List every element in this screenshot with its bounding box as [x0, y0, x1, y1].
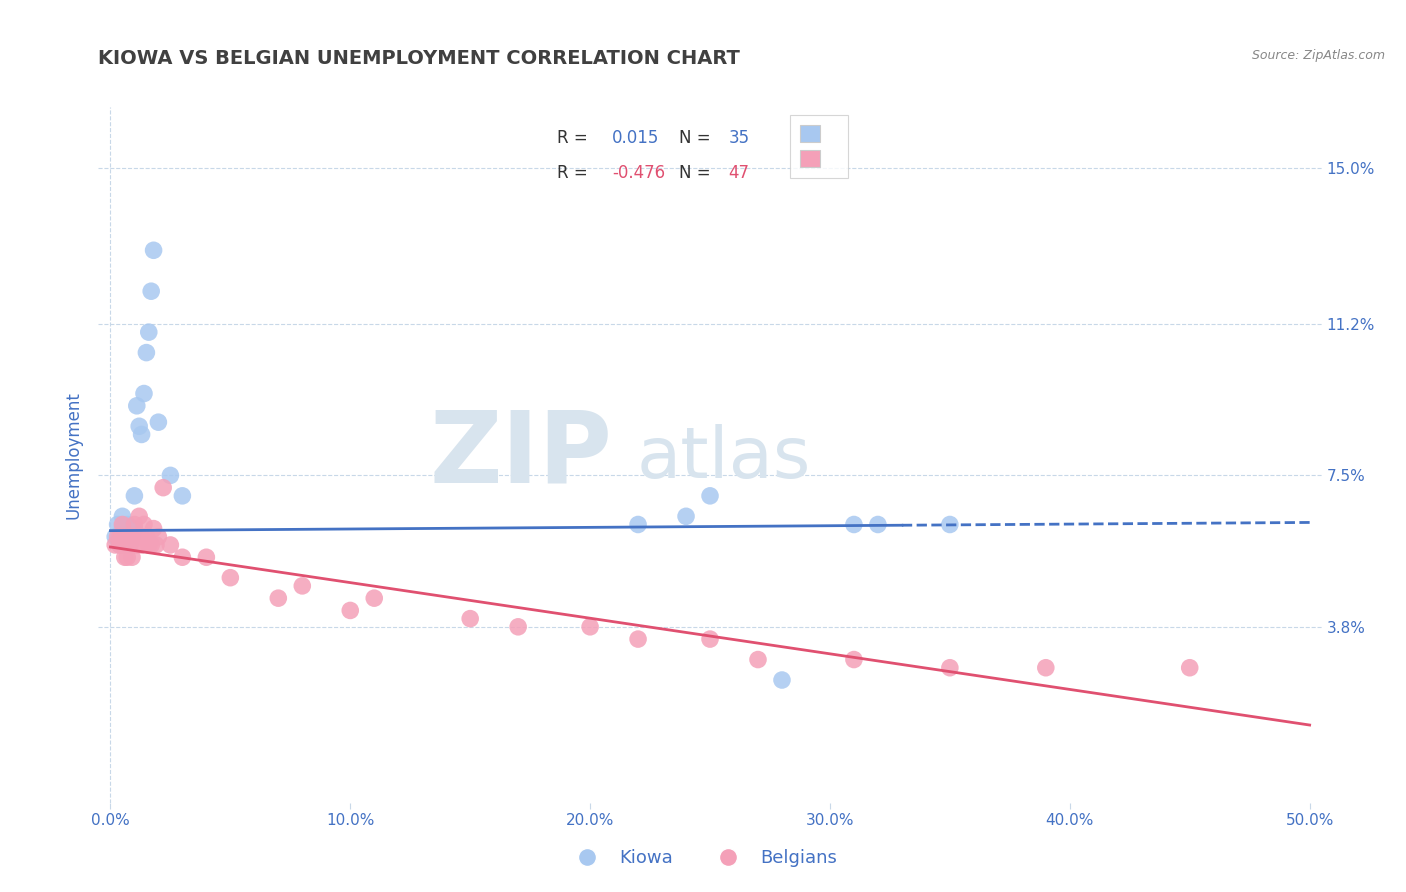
Point — [142, 522, 165, 536]
Point — [115, 550, 138, 565]
Point — [124, 530, 146, 544]
Point — [128, 509, 150, 524]
Point — [108, 530, 131, 544]
Point — [152, 481, 174, 495]
Point — [363, 591, 385, 606]
Point — [267, 591, 290, 606]
Point — [195, 550, 218, 565]
Point — [770, 673, 793, 687]
Point — [159, 538, 181, 552]
Point — [138, 325, 160, 339]
Point — [111, 522, 134, 536]
Point — [866, 517, 889, 532]
Point — [114, 550, 136, 565]
Point — [219, 571, 242, 585]
Point — [118, 538, 141, 552]
Point — [131, 427, 153, 442]
Text: 35: 35 — [728, 129, 749, 147]
Text: 0.015: 0.015 — [612, 129, 659, 147]
Point — [1035, 661, 1057, 675]
Point — [118, 530, 141, 544]
Point — [842, 652, 865, 666]
Point — [1178, 661, 1201, 675]
Point — [115, 517, 138, 532]
Point — [458, 612, 481, 626]
Point — [148, 530, 170, 544]
Point — [131, 530, 153, 544]
Legend:  ,  : , — [790, 115, 848, 178]
Point — [125, 399, 148, 413]
Point — [128, 419, 150, 434]
Point — [141, 538, 163, 552]
Point — [135, 530, 157, 544]
Text: R =: R = — [557, 164, 593, 182]
Point — [138, 538, 160, 552]
Point — [111, 509, 134, 524]
Point — [508, 620, 530, 634]
Point — [107, 517, 129, 532]
Point — [747, 652, 769, 666]
Point — [111, 517, 134, 532]
Point — [172, 550, 194, 565]
Point — [114, 522, 136, 536]
Point — [699, 489, 721, 503]
Point — [159, 468, 181, 483]
Text: -0.476: -0.476 — [612, 164, 665, 182]
Point — [339, 603, 361, 617]
Point — [108, 538, 131, 552]
Point — [141, 284, 163, 298]
Text: N =: N = — [679, 129, 716, 147]
Text: N =: N = — [679, 164, 716, 182]
Point — [627, 517, 650, 532]
Point — [675, 509, 697, 524]
Point — [125, 538, 148, 552]
Point — [124, 517, 146, 532]
Point — [121, 530, 143, 544]
Legend: Kiowa, Belgians: Kiowa, Belgians — [562, 842, 844, 874]
Point — [114, 538, 136, 552]
Point — [145, 538, 167, 552]
Text: ZIP: ZIP — [429, 407, 612, 503]
Point — [132, 517, 155, 532]
Point — [121, 522, 143, 536]
Point — [118, 530, 141, 544]
Text: 47: 47 — [728, 164, 749, 182]
Point — [579, 620, 602, 634]
Point — [108, 538, 131, 552]
Point — [124, 489, 146, 503]
Point — [121, 550, 143, 565]
Point — [627, 632, 650, 646]
Point — [115, 530, 138, 544]
Point — [121, 530, 143, 544]
Point — [104, 538, 127, 552]
Point — [114, 538, 136, 552]
Text: Source: ZipAtlas.com: Source: ZipAtlas.com — [1251, 49, 1385, 62]
Point — [939, 661, 962, 675]
Point — [104, 530, 127, 544]
Point — [115, 530, 138, 544]
Point — [131, 538, 153, 552]
Point — [111, 530, 134, 544]
Point — [842, 517, 865, 532]
Point — [108, 530, 131, 544]
Point — [699, 632, 721, 646]
Text: KIOWA VS BELGIAN UNEMPLOYMENT CORRELATION CHART: KIOWA VS BELGIAN UNEMPLOYMENT CORRELATIO… — [98, 49, 741, 68]
Point — [148, 415, 170, 429]
Point — [107, 530, 129, 544]
Point — [128, 530, 150, 544]
Text: R =: R = — [557, 129, 593, 147]
Point — [124, 522, 146, 536]
Text: atlas: atlas — [637, 424, 811, 493]
Point — [118, 538, 141, 552]
Point — [135, 345, 157, 359]
Point — [111, 530, 134, 544]
Point — [939, 517, 962, 532]
Point — [142, 244, 165, 258]
Y-axis label: Unemployment: Unemployment — [65, 391, 83, 519]
Point — [291, 579, 314, 593]
Point — [132, 386, 155, 401]
Point — [172, 489, 194, 503]
